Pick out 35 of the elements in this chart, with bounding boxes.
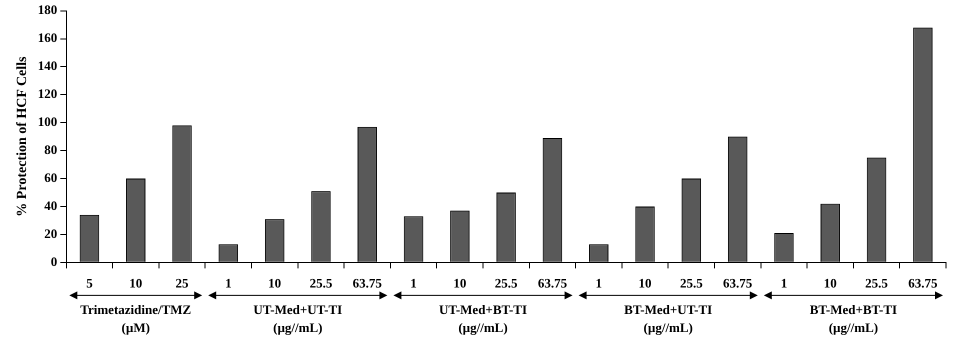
y-tick-label: 80 — [44, 142, 58, 157]
x-tick-label: 1 — [225, 276, 232, 291]
text: Trimetazidine/TMZ (µM) — [80, 302, 192, 335]
x-tick-label: 25.5 — [494, 276, 518, 291]
text: UT-Med+BT-TI (µg//mL) — [438, 302, 528, 335]
x-tick-label: 1 — [596, 276, 602, 291]
y-tick-label: 20 — [44, 226, 58, 241]
text: BT-Med+UT-TI (µg//mL) — [624, 302, 712, 335]
y-tick-label: 0 — [50, 254, 58, 269]
y-axis-title: % Protection of HCF Cells — [15, 56, 30, 217]
text: UT-Med+UT-TI (µg//mL) — [253, 302, 342, 335]
y-tick-label: 160 — [38, 30, 58, 46]
x-tick-label: 63.75 — [723, 276, 753, 291]
y-tick-label: 120 — [38, 86, 58, 102]
x-tick-label: 10 — [638, 276, 652, 291]
x-tick-label: 5 — [86, 276, 94, 291]
x-tick-label: 10 — [129, 276, 142, 291]
x-tick-label: 63.75 — [538, 276, 568, 291]
x-tick-label: 63.75 — [352, 276, 382, 291]
x-tick-label: 10 — [453, 276, 466, 291]
x-tick-label: 25.5 — [310, 276, 333, 291]
y-tick-label: 60 — [44, 170, 58, 185]
y-tick-label: 180 — [38, 2, 58, 18]
y-tick-label: 140 — [38, 58, 58, 74]
x-tick-label: 63.75 — [908, 276, 938, 291]
x-tick-label: 10 — [824, 276, 837, 291]
text: BT-Med+BT-TI (µg//mL) — [810, 302, 898, 335]
x-tick-label: 1 — [410, 276, 417, 291]
x-tick-label: 10 — [268, 276, 282, 291]
x-tick-label: 25 — [176, 276, 190, 291]
x-tick-label: 25.5 — [865, 276, 888, 291]
x-tick-label: 25.5 — [680, 276, 704, 291]
x-tick-label: 1 — [780, 276, 788, 291]
y-tick-label: 100 — [38, 114, 58, 129]
y-tick-label: 40 — [44, 198, 58, 213]
